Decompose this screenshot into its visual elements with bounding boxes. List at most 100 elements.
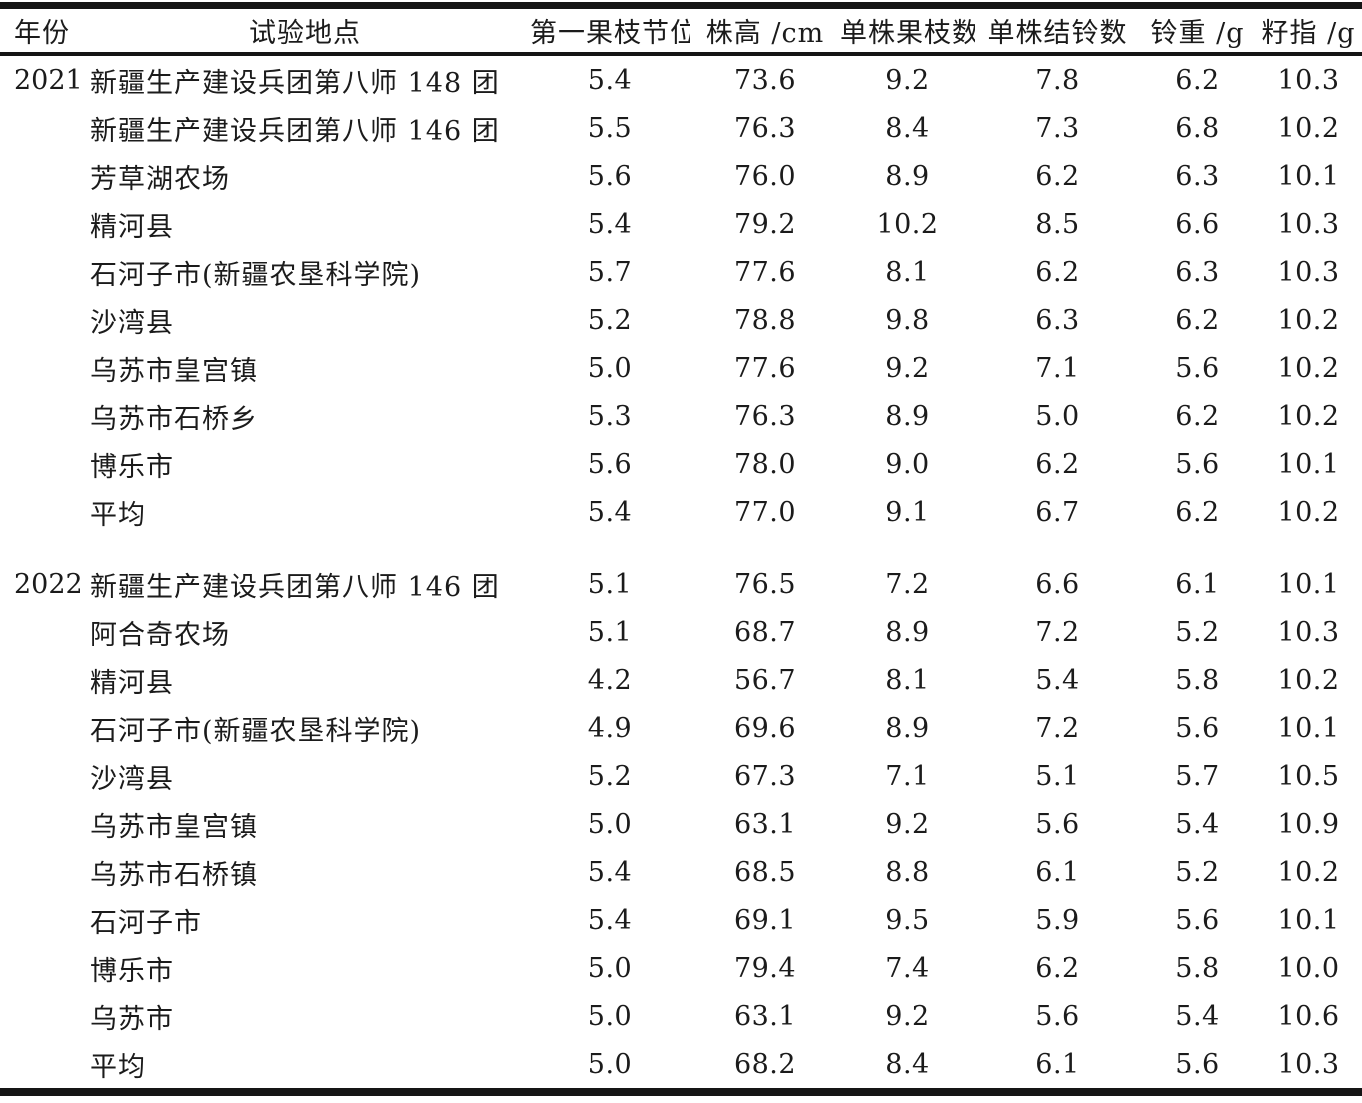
value-cell: 6.2 (1035, 256, 1080, 288)
table-row: 精河县 5.4 79.2 10.2 8.5 6.6 10.3 (0, 200, 1362, 248)
location-cell: 石河子市(新疆农垦科学院) (90, 259, 422, 291)
year-cell (0, 848, 80, 896)
year-cell (0, 992, 80, 1040)
year-cell (0, 800, 80, 848)
value-cell: 5.6 (1175, 448, 1220, 480)
value-cell: 5.0 (587, 352, 633, 384)
value-cell: 5.0 (587, 1000, 633, 1032)
year-cell (0, 248, 80, 296)
value-cell: 9.8 (885, 304, 930, 336)
table-body: 2021 新疆生产建设兵团第八师 148 团 5.4 73.6 9.2 7.8 6.2 10.… (0, 54, 1362, 1092)
table-row: 乌苏市 5.0 63.1 9.2 5.6 5.4 10.6 (0, 992, 1362, 1040)
value-cell: 9.2 (885, 352, 930, 384)
value-cell: 6.3 (1035, 304, 1080, 336)
value-cell: 5.6 (1175, 904, 1220, 936)
value-cell: 78.8 (733, 304, 797, 336)
location-cell: 平均 (90, 1051, 146, 1083)
value-cell: 8.4 (885, 1048, 930, 1080)
section-spacer (0, 536, 1362, 560)
value-cell: 5.4 (1175, 1000, 1220, 1032)
location-cell: 新疆生产建设兵团第八师 146 团 (90, 571, 500, 603)
value-cell: 6.1 (1175, 568, 1220, 600)
location-cell: 石河子市(新疆农垦科学院) (90, 715, 422, 747)
col-header-fruit-branches-per-plant: 单株果枝数 (840, 5, 975, 56)
location-cell: 芳草湖农场 (90, 163, 230, 195)
value-cell: 78.0 (733, 448, 797, 480)
value-cell: 5.5 (587, 112, 633, 144)
year-cell (0, 704, 80, 752)
location-cell: 石河子市 (90, 907, 202, 939)
value-cell: 5.0 (1035, 400, 1080, 432)
value-cell: 10.2 (1277, 856, 1340, 888)
value-cell: 5.4 (587, 64, 633, 96)
year-cell (0, 1040, 80, 1092)
value-cell: 9.0 (885, 448, 930, 480)
value-cell: 10.3 (1277, 208, 1340, 240)
value-cell: 8.9 (885, 160, 930, 192)
value-cell: 6.6 (1035, 568, 1080, 600)
value-cell: 7.2 (1035, 616, 1080, 648)
value-cell: 6.2 (1035, 160, 1080, 192)
value-cell: 76.3 (733, 112, 797, 144)
col-header-seed-index: 籽指 /g (1255, 5, 1362, 56)
location-cell: 乌苏市石桥乡 (90, 403, 258, 435)
value-cell: 69.1 (733, 904, 797, 936)
value-cell: 10.2 (1277, 352, 1340, 384)
value-cell: 5.6 (587, 160, 633, 192)
value-cell: 6.2 (1175, 400, 1220, 432)
value-cell: 5.1 (1035, 760, 1080, 792)
value-cell: 5.8 (1175, 664, 1220, 696)
value-cell: 10.3 (1277, 256, 1340, 288)
value-cell: 7.8 (1035, 64, 1080, 96)
value-cell: 6.2 (1175, 64, 1220, 96)
table-row: 阿合奇农场 5.1 68.7 8.9 7.2 5.2 10.3 (0, 608, 1362, 656)
value-cell: 7.1 (1035, 352, 1080, 384)
col-header-year: 年份 (0, 5, 80, 56)
value-cell: 6.1 (1035, 1048, 1080, 1080)
value-cell: 63.1 (733, 1000, 797, 1032)
value-cell: 10.3 (1277, 616, 1340, 648)
table-row: 芳草湖农场 5.6 76.0 8.9 6.2 6.3 10.1 (0, 152, 1362, 200)
value-cell: 6.2 (1035, 952, 1080, 984)
value-cell: 6.6 (1175, 208, 1220, 240)
value-cell: 6.8 (1175, 112, 1220, 144)
location-cell: 博乐市 (90, 955, 174, 987)
value-cell: 10.1 (1277, 712, 1340, 744)
table-row: 平均 5.4 77.0 9.1 6.7 6.2 10.2 (0, 488, 1362, 536)
value-cell: 5.4 (587, 208, 633, 240)
location-cell: 乌苏市皇宫镇 (90, 811, 258, 843)
value-cell: 10.2 (1277, 400, 1340, 432)
value-cell: 10.2 (1277, 496, 1340, 528)
value-cell: 6.3 (1175, 160, 1220, 192)
location-cell: 博乐市 (90, 451, 174, 483)
value-cell: 5.7 (1175, 760, 1220, 792)
table-row: 乌苏市石桥乡 5.3 76.3 8.9 5.0 6.2 10.2 (0, 392, 1362, 440)
value-cell: 8.8 (885, 856, 930, 888)
value-cell: 9.2 (885, 1000, 930, 1032)
value-cell: 5.7 (587, 256, 633, 288)
value-cell: 8.1 (885, 256, 930, 288)
table-row: 石河子市(新疆农垦科学院) 4.9 69.6 8.9 7.2 5.6 10.1 (0, 704, 1362, 752)
value-cell: 8.9 (885, 616, 930, 648)
location-cell: 精河县 (90, 667, 174, 699)
location-cell: 精河县 (90, 211, 174, 243)
col-header-plant-height: 株高 /cm (690, 5, 840, 56)
value-cell: 56.7 (733, 664, 797, 696)
value-cell: 6.3 (1175, 256, 1220, 288)
value-cell: 6.7 (1035, 496, 1080, 528)
location-cell: 新疆生产建设兵团第八师 146 团 (90, 115, 500, 147)
year-cell (0, 896, 80, 944)
location-cell: 乌苏市石桥镇 (90, 859, 258, 891)
value-cell: 9.2 (885, 64, 930, 96)
value-cell: 68.5 (733, 856, 797, 888)
table-row: 乌苏市石桥镇 5.4 68.5 8.8 6.1 5.2 10.2 (0, 848, 1362, 896)
location-cell: 乌苏市 (90, 1003, 174, 1035)
value-cell: 10.9 (1277, 808, 1340, 840)
value-cell: 10.3 (1277, 1048, 1340, 1080)
value-cell: 7.1 (885, 760, 930, 792)
value-cell: 5.2 (587, 304, 633, 336)
value-cell: 5.4 (587, 904, 633, 936)
value-cell: 77.6 (733, 352, 797, 384)
value-cell: 10.1 (1277, 160, 1340, 192)
table-row: 乌苏市皇宫镇 5.0 63.1 9.2 5.6 5.4 10.9 (0, 800, 1362, 848)
